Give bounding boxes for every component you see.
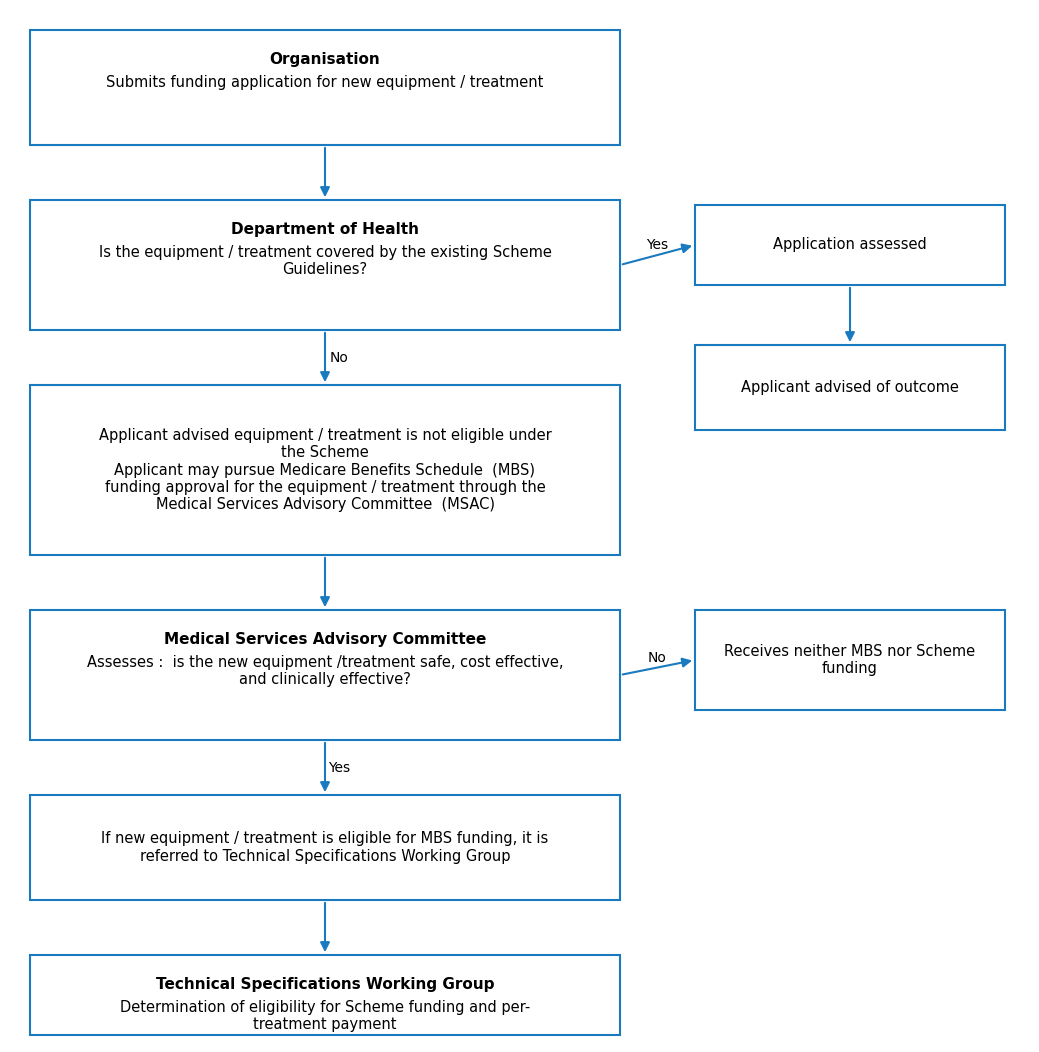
Bar: [30, 955, 620, 1035]
Text: Determination of eligibility for Scheme funding and per-
treatment payment: Determination of eligibility for Scheme …: [119, 1000, 530, 1032]
Text: Assesses :  is the new equipment /treatment safe, cost effective,
and clinically: Assesses : is the new equipment /treatme…: [86, 655, 563, 687]
Bar: [695, 205, 1005, 285]
Bar: [695, 610, 1005, 710]
Text: Application assessed: Application assessed: [773, 238, 927, 252]
Bar: [695, 345, 1005, 430]
Text: No: No: [329, 350, 348, 364]
Text: Is the equipment / treatment covered by the existing Scheme
Guidelines?: Is the equipment / treatment covered by …: [99, 245, 552, 278]
Text: Applicant advised of outcome: Applicant advised of outcome: [741, 380, 959, 394]
Text: Organisation: Organisation: [270, 52, 380, 67]
Bar: [30, 200, 620, 330]
Text: Applicant advised equipment / treatment is not eligible under
the Scheme
Applica: Applicant advised equipment / treatment …: [99, 428, 552, 512]
Text: Yes: Yes: [328, 761, 350, 774]
Text: Yes: Yes: [646, 238, 668, 252]
Text: Receives neither MBS nor Scheme
funding: Receives neither MBS nor Scheme funding: [724, 644, 976, 676]
Bar: [30, 31, 620, 145]
Text: Submits funding application for new equipment / treatment: Submits funding application for new equi…: [106, 75, 543, 90]
Text: Department of Health: Department of Health: [231, 222, 419, 237]
Bar: [30, 795, 620, 901]
Text: Medical Services Advisory Committee: Medical Services Advisory Committee: [164, 632, 486, 647]
Text: Technical Specifications Working Group: Technical Specifications Working Group: [156, 977, 495, 992]
Bar: [30, 610, 620, 740]
Text: If new equipment / treatment is eligible for MBS funding, it is
referred to Tech: If new equipment / treatment is eligible…: [102, 831, 549, 864]
Text: No: No: [648, 650, 667, 665]
Bar: [30, 385, 620, 555]
